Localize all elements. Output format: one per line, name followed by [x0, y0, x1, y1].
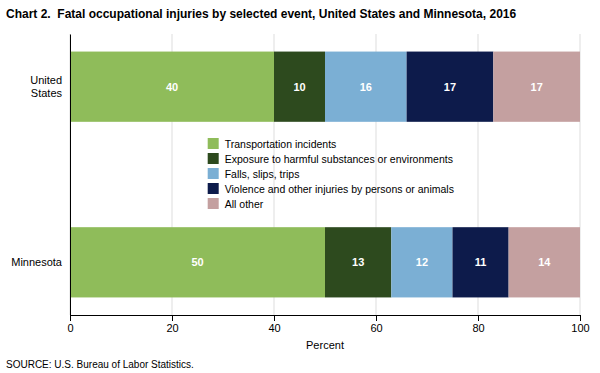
tick-label: UnitedStates [30, 74, 62, 99]
legend-item: Transportation incidents [208, 138, 337, 150]
legend-label: Falls, slips, trips [225, 168, 300, 180]
bar [509, 227, 580, 297]
bar [407, 52, 494, 122]
data-label: 10 [293, 81, 305, 93]
tick-mark [580, 315, 581, 321]
axis-line [71, 316, 581, 322]
axis-line [70, 35, 71, 316]
legend-label: All other [225, 198, 264, 210]
legend-swatch [208, 183, 219, 194]
tick: 0 [67, 315, 73, 334]
tick: 60 [370, 315, 382, 334]
legend-swatch [208, 168, 219, 179]
bar [70, 227, 325, 297]
bars [70, 52, 580, 298]
data-label: 50 [191, 256, 203, 268]
grid-line [70, 34, 71, 315]
tick-label: 20 [166, 322, 178, 334]
tick-mark [274, 315, 275, 321]
tick-label: 0 [67, 322, 73, 334]
legend: Transportation incidents Exposure to harm… [208, 138, 454, 210]
data-label: 13 [352, 256, 364, 268]
data-label: 14 [538, 256, 551, 268]
tick: 40 [268, 315, 280, 334]
annotation: SOURCE: U.S. Bureau of Labor Statistics. [6, 359, 194, 370]
tick-label: 100 [571, 322, 589, 334]
tick-label-line: Minnesota [11, 256, 63, 268]
tick-mark [478, 315, 479, 321]
title: Chart 2. Fatal occupational injuries by … [6, 7, 516, 21]
legend-item: All other [208, 198, 264, 210]
bar [493, 52, 580, 122]
tick: 80 [472, 315, 484, 334]
data-label: 16 [360, 81, 372, 93]
tick-label-line: States [31, 87, 63, 99]
bar [391, 227, 452, 297]
data-label: 40 [166, 81, 178, 93]
chart: Chart 2. Fatal occupational injuries by … [0, 0, 600, 373]
bar [70, 52, 274, 122]
legend-label: Violence and other injuries by persons o… [225, 183, 454, 195]
series [70, 52, 325, 298]
bar [274, 52, 325, 122]
tick-mark [172, 315, 173, 321]
bar [325, 227, 391, 297]
tick-label: Minnesota [11, 256, 63, 268]
tick-label: 60 [370, 322, 382, 334]
legend-swatch [208, 153, 219, 164]
x-axis-title: Percent [306, 339, 344, 351]
tick-label: 80 [472, 322, 484, 334]
legend-item: Falls, slips, trips [208, 168, 300, 180]
legend-item: Exposure to harmful substances or enviro… [208, 153, 453, 165]
plot: 40 50 10 13 16 12 17 11 17 14 0 20 40 60 80 100 Percent U… [11, 34, 589, 351]
tick: Minnesota [11, 256, 70, 268]
tick-mark [376, 315, 377, 321]
data-label: 17 [444, 81, 456, 93]
series [493, 52, 580, 298]
legend-swatch [208, 138, 219, 149]
legend-item: Violence and other injuries by persons o… [208, 183, 454, 195]
data-labels: 40 50 10 13 16 12 17 11 17 14 [166, 81, 551, 269]
tick-mark [70, 315, 71, 321]
y-axis: UnitedStates Minnesota [11, 35, 70, 316]
bar [453, 227, 509, 297]
tick-label-line: United [30, 74, 62, 86]
data-label: 17 [531, 81, 543, 93]
tick: 100 [571, 315, 589, 334]
x-axis: 0 20 40 60 80 100 [67, 315, 589, 334]
data-label: 11 [475, 256, 487, 268]
grid [70, 34, 580, 315]
tick: UnitedStates [30, 74, 70, 99]
legend-swatch [208, 198, 219, 209]
legend-label: Exposure to harmful substances or enviro… [225, 153, 453, 165]
tick: 20 [166, 315, 178, 334]
bar [325, 52, 407, 122]
tick-label: 40 [268, 322, 280, 334]
legend-label: Transportation incidents [225, 138, 337, 150]
data-label: 12 [416, 256, 428, 268]
